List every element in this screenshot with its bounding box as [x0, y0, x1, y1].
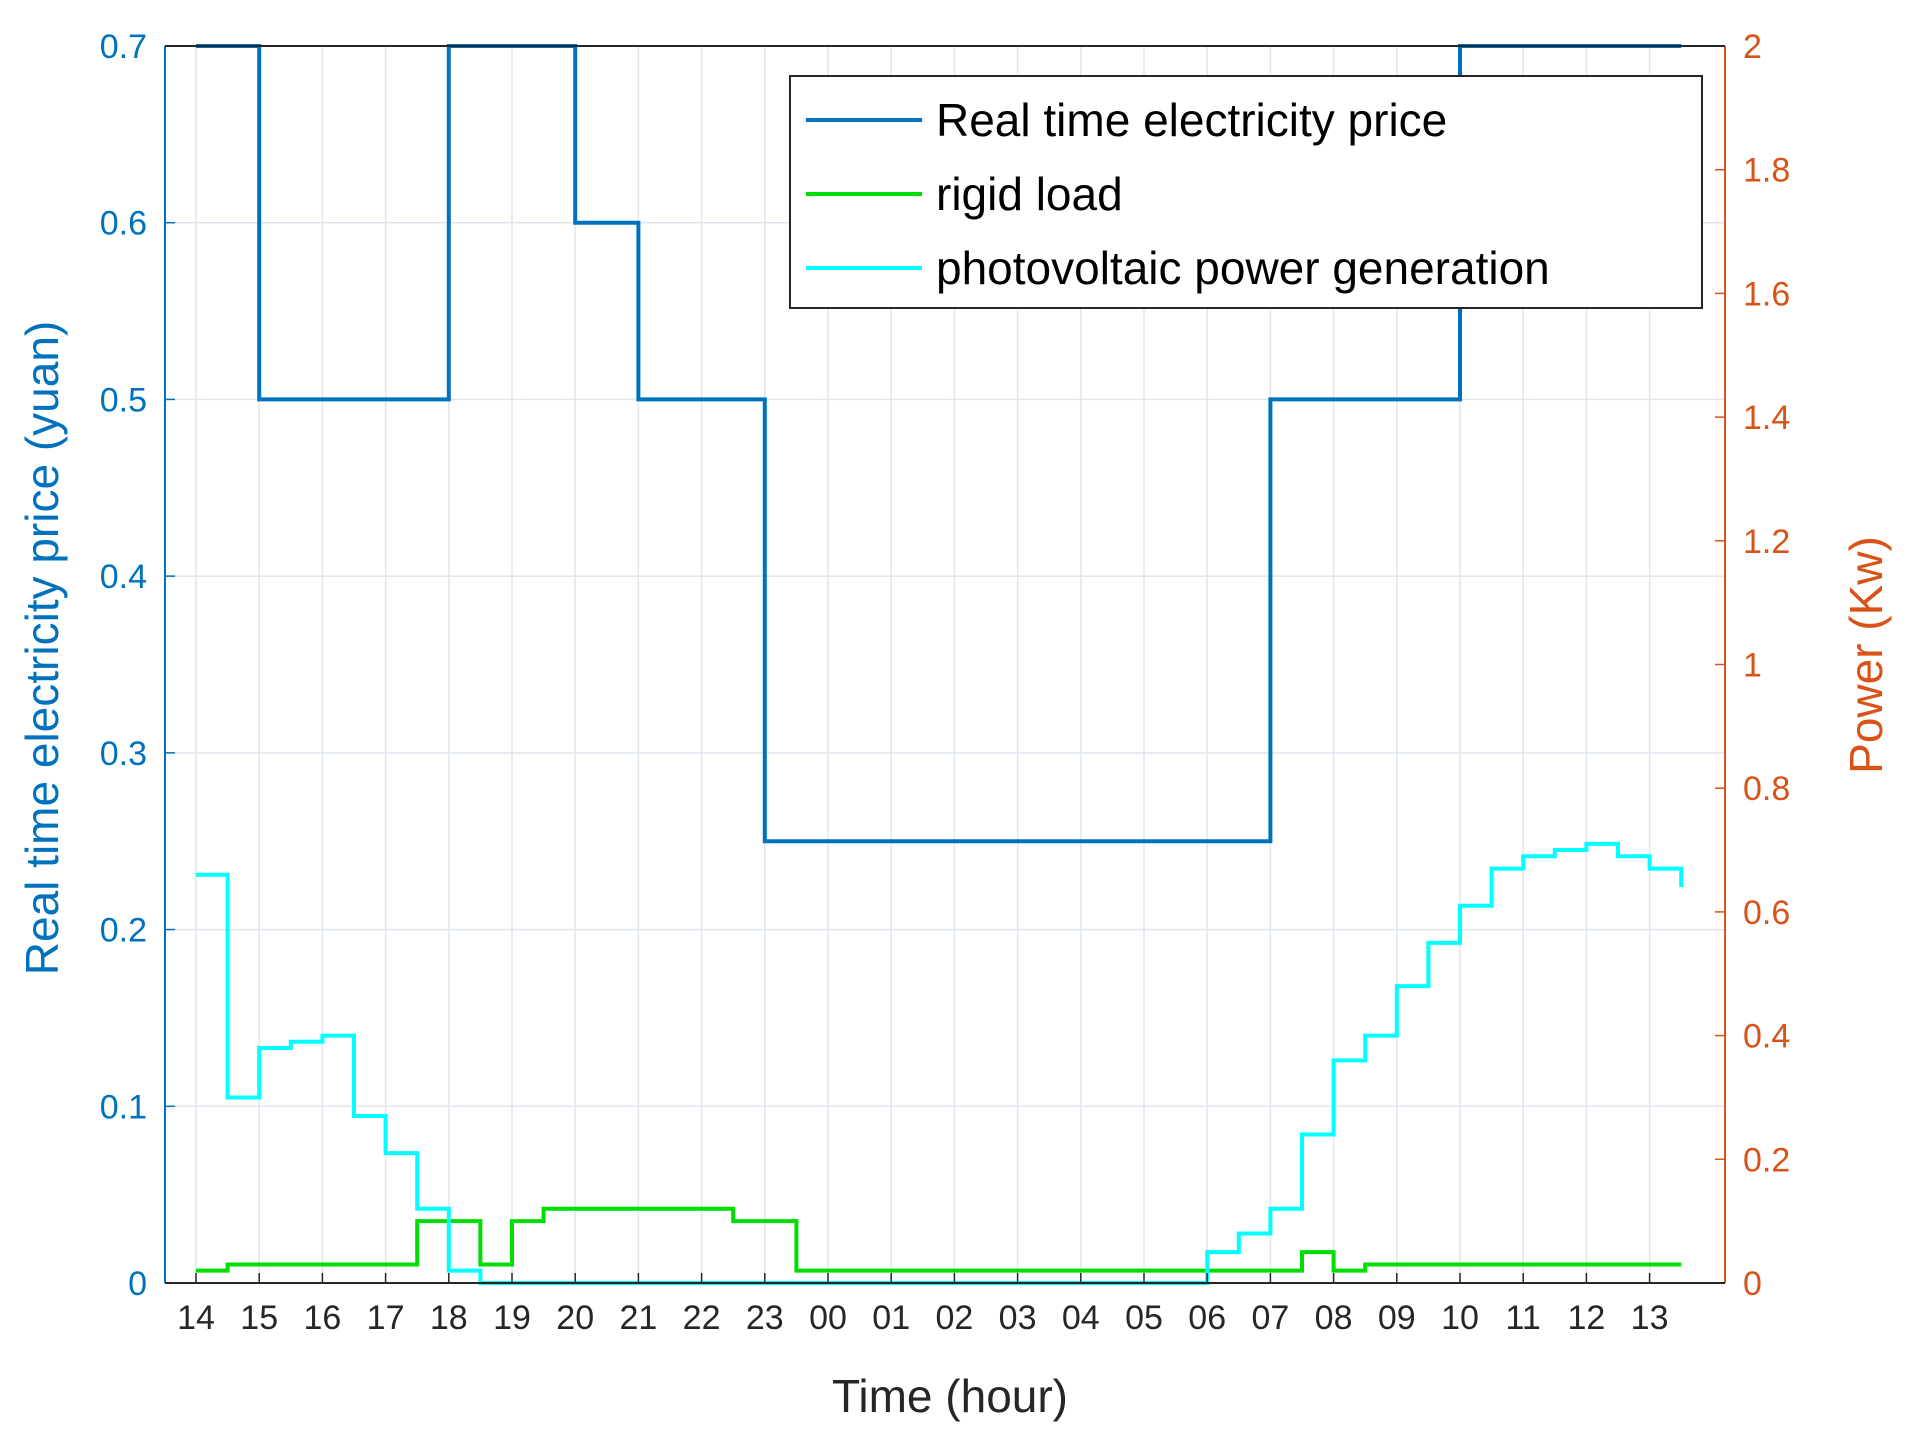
left-tick-label: 0.5	[100, 381, 147, 419]
x-tick-label: 17	[367, 1299, 405, 1337]
x-tick-label: 05	[1125, 1299, 1163, 1337]
x-axis-title: Time (hour)	[832, 1370, 1068, 1422]
x-tick-label: 12	[1567, 1299, 1605, 1337]
price-series-line	[196, 44, 1682, 844]
x-tick-label: 01	[872, 1299, 910, 1337]
right-tick-label: 1.2	[1743, 523, 1790, 561]
left-tick-label: 0.3	[100, 735, 147, 773]
right-tick-label: 0.4	[1743, 1018, 1790, 1056]
right-tick-label: 0	[1743, 1265, 1762, 1303]
right-tick-label: 0.6	[1743, 894, 1790, 932]
x-tick-label: 03	[999, 1299, 1037, 1337]
x-tick-label: 04	[1062, 1299, 1100, 1337]
right-tick-label: 1.4	[1743, 399, 1790, 437]
legend-label-price: Real time electricity price	[936, 94, 1447, 146]
x-tick-label: 22	[683, 1299, 721, 1337]
x-tick-label: 00	[809, 1299, 847, 1337]
x-tick-label: 16	[303, 1299, 341, 1337]
right-y-axis-title: Power (Kw)	[1840, 536, 1892, 774]
left-y-axis-title: Real time electricity price (yuan)	[16, 321, 68, 975]
x-tick-label: 15	[240, 1299, 278, 1337]
legend: Real time electricity price rigid load p…	[789, 75, 1703, 309]
left-tick-label: 0.7	[100, 28, 147, 66]
right-tick-label: 1.8	[1743, 152, 1790, 190]
right-tick-label: 2	[1743, 28, 1762, 66]
axes	[164, 45, 1726, 1284]
x-tick-label: 14	[177, 1299, 215, 1337]
legend-label-rigid-load: rigid load	[936, 168, 1123, 220]
right-tick-label: 0.2	[1743, 1141, 1790, 1179]
left-tick-label: 0	[128, 1265, 147, 1303]
legend-label-photovoltaic: photovoltaic power generation	[936, 242, 1550, 294]
legend-box	[789, 75, 1703, 309]
x-tick-label: 10	[1441, 1299, 1479, 1337]
x-tick-label: 07	[1251, 1299, 1289, 1337]
x-tick-label: 06	[1188, 1299, 1226, 1337]
tick-labels: 14 15 16 17 18 19 20 21 22 23 00 01 02 03 04 05 06 07 08 09…	[100, 28, 1791, 1337]
x-tick-label: 13	[1631, 1299, 1669, 1337]
x-tick-label: 02	[935, 1299, 973, 1337]
x-tick-label: 23	[746, 1299, 784, 1337]
x-tick-label: 20	[556, 1299, 594, 1337]
right-tick-label: 1	[1743, 647, 1762, 685]
x-tick-label: 18	[430, 1299, 468, 1337]
left-tick-label: 0.4	[100, 558, 147, 596]
x-tick-label: 09	[1378, 1299, 1416, 1337]
left-tick-label: 0.1	[100, 1088, 147, 1126]
rigid-load-series-line	[196, 1206, 1682, 1273]
left-tick-label: 0.6	[100, 205, 147, 243]
left-tick-label: 0.2	[100, 912, 147, 950]
x-tick-label: 11	[1506, 1299, 1541, 1337]
x-tick-label: 08	[1315, 1299, 1353, 1337]
right-tick-label: 0.8	[1743, 770, 1790, 808]
right-tick-label: 1.6	[1743, 275, 1790, 313]
x-tick-label: 19	[493, 1299, 531, 1337]
x-tick-label: 21	[619, 1299, 657, 1337]
